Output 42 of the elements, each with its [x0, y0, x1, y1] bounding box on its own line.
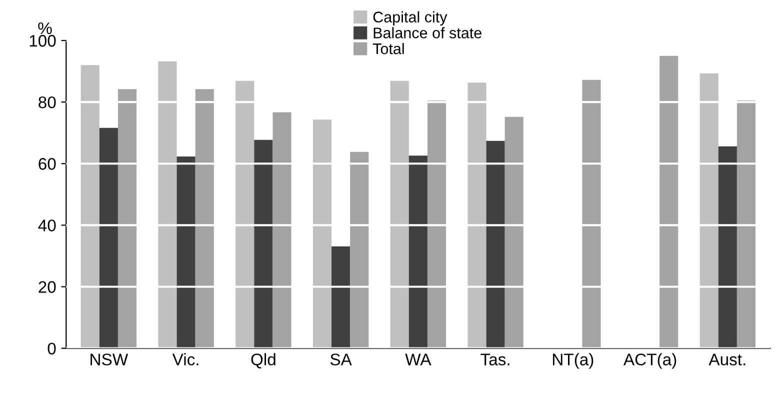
y-tick-label: 60	[38, 158, 56, 170]
bar	[80, 65, 100, 348]
legend-label: Total	[372, 42, 404, 54]
x-tick-label: NT(a)	[552, 353, 594, 369]
x-tick-label: Tas.	[480, 354, 510, 366]
bar	[254, 140, 273, 348]
x-tick-label: Aust.	[708, 354, 746, 366]
bar	[99, 128, 118, 348]
bar	[390, 80, 409, 348]
y-tick-label: 100	[30, 34, 56, 47]
y-tick-label: 80	[38, 96, 56, 108]
bar	[332, 246, 350, 348]
bar	[236, 80, 254, 348]
bar	[350, 152, 369, 348]
bar	[312, 120, 332, 348]
bar	[158, 61, 177, 348]
bar	[195, 89, 214, 348]
bar	[504, 116, 524, 348]
x-tick-label: ACT(a)	[623, 353, 676, 369]
bar	[582, 80, 601, 348]
bar	[272, 112, 292, 348]
bar	[718, 146, 737, 348]
legend-label: Balance of state	[374, 27, 482, 38]
bar	[468, 82, 486, 348]
bar	[176, 156, 196, 348]
y-axis-title: %	[38, 22, 52, 34]
bar	[427, 100, 446, 348]
x-tick-label: WA	[405, 354, 432, 366]
bar	[700, 73, 718, 348]
legend-label: Capital city	[373, 11, 448, 26]
x-tick-label: Vic.	[172, 353, 198, 366]
y-tick-label: 0	[48, 342, 56, 355]
x-tick-label: NSW	[90, 354, 128, 366]
y-tick-label: 40	[38, 220, 56, 232]
bar	[486, 140, 505, 348]
y-tick-label: 20	[38, 281, 56, 293]
bar	[736, 100, 756, 348]
x-tick-label: SA	[330, 354, 352, 366]
bar	[660, 56, 678, 348]
x-tick-label: Qld	[251, 353, 276, 368]
bar	[408, 156, 428, 348]
bar	[118, 89, 137, 348]
